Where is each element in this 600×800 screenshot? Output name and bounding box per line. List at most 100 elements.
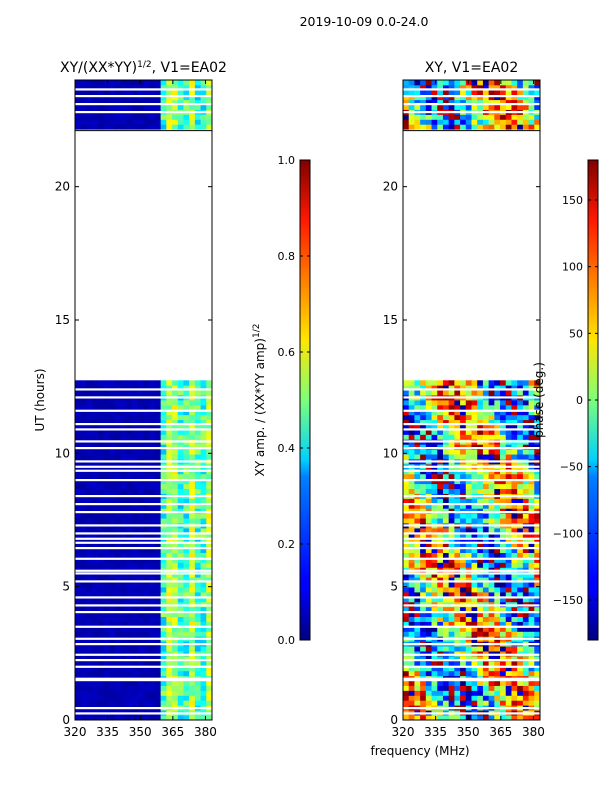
phase-cell (403, 89, 410, 96)
phase-cell (454, 572, 461, 578)
amplitude-cell (206, 631, 212, 637)
amplitude-cell (120, 390, 127, 396)
amplitude-cell (177, 715, 184, 720)
phase-cell (534, 542, 540, 549)
amplitude-cell (200, 670, 207, 677)
phase-cell (477, 478, 484, 485)
phase-cell (477, 488, 484, 494)
phase-cell (517, 429, 524, 435)
phase-cell (403, 656, 410, 662)
phase-cell (408, 606, 415, 613)
phase-cell (431, 631, 438, 637)
amplitude-cell (154, 454, 162, 460)
amplitude-cell (172, 390, 179, 396)
amplitude-cell (137, 606, 144, 613)
amplitude-cell (160, 409, 167, 416)
phase-cell (465, 582, 472, 588)
phase-cell (420, 542, 427, 549)
amplitude-cell (172, 419, 179, 426)
phase-cell (477, 646, 484, 652)
amplitude-cell (154, 503, 162, 509)
phase-cell (471, 528, 478, 534)
amplitude-cell (166, 646, 173, 652)
phase-cell (482, 592, 490, 598)
amplitude-cell (120, 498, 127, 504)
phase-cell (494, 611, 501, 618)
amplitude-cell (172, 646, 179, 652)
phase-cell (448, 414, 455, 421)
phase-cell (437, 385, 444, 391)
amplitude-cell (177, 562, 184, 568)
amplitude-cell (75, 715, 82, 720)
amplitude-cell (177, 626, 184, 632)
phase-cell (534, 429, 540, 435)
amplitude-cell (172, 616, 179, 622)
phase-cell (408, 390, 415, 396)
amplitude-cell (126, 670, 133, 677)
amplitude-cell (154, 94, 162, 101)
amplitude-cell (120, 552, 127, 558)
amplitude-cell (109, 104, 116, 110)
phase-cell (437, 646, 444, 652)
phase-cell (460, 611, 467, 618)
amplitude-cell (206, 513, 212, 519)
phase-cell (517, 124, 524, 130)
amplitude-cell (154, 390, 162, 396)
amplitude-cell (189, 582, 196, 588)
amplitude-cell (189, 518, 196, 524)
amplitude-cell (132, 404, 139, 411)
phase-cell (494, 454, 501, 460)
phase-cell (500, 557, 507, 563)
phase-cell (420, 680, 427, 686)
amplitude-cell (80, 680, 87, 686)
phase-cell (403, 390, 410, 396)
phase-cell (408, 528, 415, 534)
amplitude-cell (132, 104, 139, 110)
amplitude-cell (206, 528, 212, 534)
phase-cell (437, 542, 444, 549)
amplitude-cell (183, 114, 190, 120)
phase-cell (477, 94, 484, 101)
phase-cell (534, 119, 540, 125)
amplitude-cell (154, 700, 162, 706)
amplitude-cell (137, 488, 144, 494)
amplitude-cell (86, 473, 93, 480)
phase-cell (517, 380, 524, 386)
amplitude-cell (160, 616, 167, 622)
phase-cell (460, 513, 467, 519)
amplitude-cell (86, 665, 93, 672)
phase-cell (500, 84, 507, 91)
phase-cell (454, 380, 461, 386)
phase-cell (448, 508, 455, 514)
phase-cell (437, 503, 444, 509)
amplitude-cell (114, 114, 122, 120)
phase-cell (528, 414, 535, 421)
phase-cell (528, 488, 535, 494)
phase-cell (482, 124, 490, 130)
amplitude-cell (206, 611, 212, 618)
amplitude-cell (206, 552, 212, 558)
phase-cell (522, 434, 529, 440)
phase-cell (442, 380, 450, 386)
amplitude-cell (166, 572, 173, 578)
phase-cell (482, 562, 490, 568)
amplitude-cell (120, 646, 127, 652)
amplitude-cell (149, 596, 156, 603)
phase-cell (517, 114, 524, 120)
amplitude-cell (154, 114, 162, 120)
amplitude-cell (160, 665, 167, 672)
amplitude-cell (200, 528, 207, 534)
phase-colorbar-tick-label: 50 (569, 327, 583, 340)
flagged-row (75, 637, 212, 640)
amplitude-cell (97, 528, 104, 534)
amplitude-cell (177, 449, 184, 455)
amplitude-cell (97, 508, 104, 514)
phase-cell (460, 89, 467, 96)
amplitude-cell (166, 656, 173, 662)
amplitude-cell (149, 528, 156, 534)
amplitude-cell (97, 400, 104, 406)
amplitude-cell (143, 114, 150, 120)
phase-cell (454, 419, 461, 426)
phase-cell (477, 626, 484, 632)
amplitude-cell (132, 552, 139, 558)
